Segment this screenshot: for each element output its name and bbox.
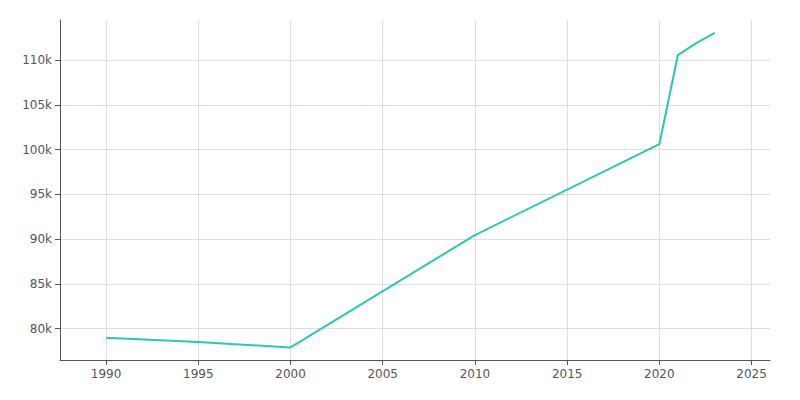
svg-text:110k: 110k: [22, 53, 52, 67]
svg-text:100k: 100k: [22, 143, 52, 157]
svg-text:80k: 80k: [30, 322, 52, 336]
svg-text:2010: 2010: [460, 367, 491, 381]
svg-text:2025: 2025: [736, 367, 767, 381]
svg-text:2020: 2020: [644, 367, 675, 381]
svg-text:1995: 1995: [183, 367, 214, 381]
svg-text:2005: 2005: [367, 367, 398, 381]
svg-text:105k: 105k: [22, 98, 52, 112]
svg-text:1990: 1990: [91, 367, 122, 381]
svg-text:85k: 85k: [30, 277, 52, 291]
svg-text:2000: 2000: [275, 367, 306, 381]
svg-text:2015: 2015: [552, 367, 583, 381]
svg-text:90k: 90k: [30, 232, 52, 246]
svg-text:95k: 95k: [30, 187, 52, 201]
